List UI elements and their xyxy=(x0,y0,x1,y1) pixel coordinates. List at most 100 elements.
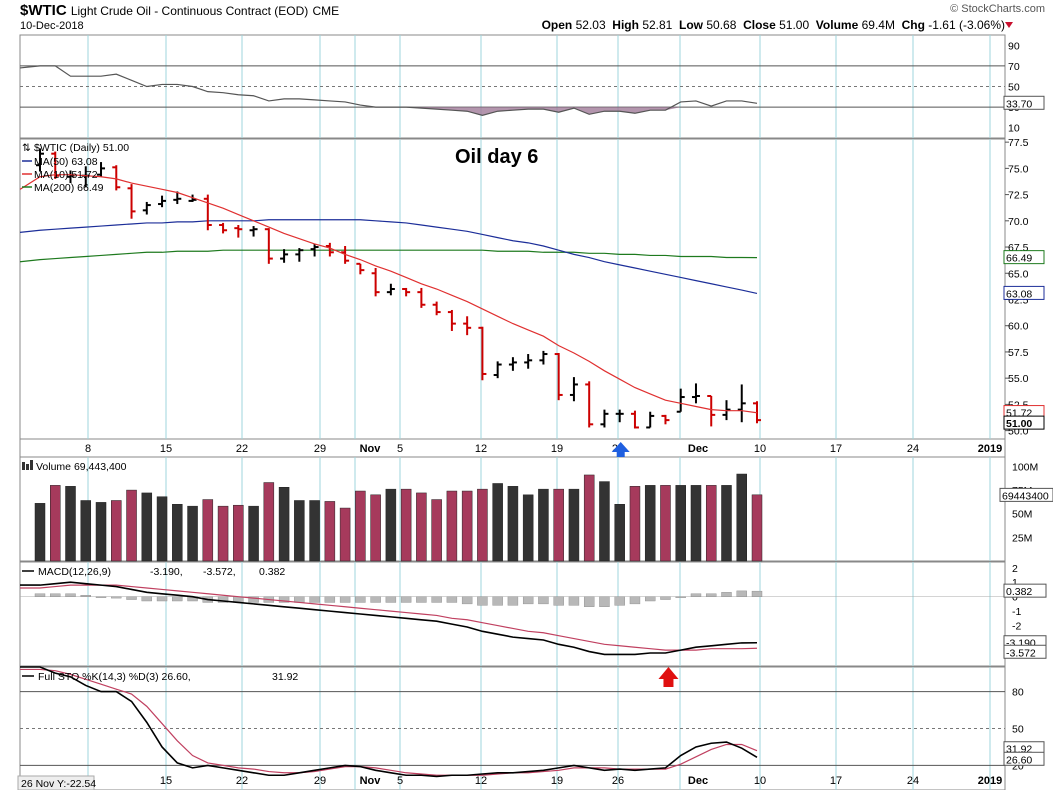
sto-k-line xyxy=(20,666,758,778)
volume-bar xyxy=(629,486,641,562)
volume-bar xyxy=(660,485,671,562)
x-tick-label-bottom: 26 xyxy=(612,775,624,787)
price-bar xyxy=(386,283,395,296)
macd-hist-bar xyxy=(156,596,168,602)
price-bar xyxy=(493,361,502,379)
price-bar xyxy=(600,409,609,428)
x-tick-label: 17 xyxy=(830,443,842,455)
macd-tick-label: -1 xyxy=(1012,606,1021,618)
volume-badge-box xyxy=(999,487,1053,502)
volume-bar xyxy=(568,488,580,562)
macd-line xyxy=(20,581,758,656)
chart-header: $WTIC Light Crude Oil - Continuous Contr… xyxy=(0,0,1053,34)
volume-bar xyxy=(126,489,137,562)
price-bar xyxy=(432,301,441,316)
rsi-panel: 103050709033.70 xyxy=(19,40,1045,135)
price-bar xyxy=(630,410,639,429)
stockcharts-logo[interactable]: © StockCharts.com xyxy=(950,3,1045,15)
price-badge: 66.49 xyxy=(1006,253,1032,265)
x-tick-label: Dec xyxy=(688,443,708,455)
price-bar xyxy=(158,195,167,208)
price-badge-box xyxy=(1003,250,1045,265)
macd-hist-bar xyxy=(461,596,473,605)
volume-bar xyxy=(172,504,183,562)
macd-hist-bar xyxy=(446,596,458,603)
x-tick-label: 12 xyxy=(475,443,487,455)
volume-icon-2 xyxy=(26,464,29,470)
macd-hist-bar xyxy=(614,596,625,606)
price-bar xyxy=(112,165,121,191)
volume-bar xyxy=(599,481,610,562)
volume-bar xyxy=(248,505,259,562)
macd-value: -3.190, xyxy=(150,566,183,578)
volume-bar xyxy=(263,482,275,562)
volume-bar xyxy=(583,474,595,562)
macd-hist-bar xyxy=(538,596,549,605)
x-tick-label: 19 xyxy=(551,443,563,455)
blue-up-arrow-icon xyxy=(611,442,630,457)
macd-hist-bar xyxy=(126,596,137,600)
volume-bar xyxy=(431,499,442,562)
panel-frame-macd xyxy=(19,561,1006,667)
macd-signal-value: -3.572, xyxy=(203,566,236,578)
x-tick-label-bottom: 19 xyxy=(551,775,563,787)
volume-bar xyxy=(721,485,732,562)
price-panel: 50.052.555.057.560.062.565.067.570.072.5… xyxy=(19,137,1045,438)
price-bars-icon: ⇅ xyxy=(22,142,31,154)
ohlc-stats: Open 52.03 High 52.81 Low 50.68 Close 51… xyxy=(541,18,1005,32)
chart-svg[interactable]: 103050709033.70 50.052.555.057.560.062.5… xyxy=(0,34,1053,790)
price-bar xyxy=(615,409,624,423)
price-bar xyxy=(524,354,533,369)
volume-bar xyxy=(294,500,305,562)
price-bar xyxy=(280,249,289,263)
rsi-badge: 33.70 xyxy=(1006,98,1032,110)
price-bar xyxy=(66,170,75,184)
macd-tick-label: 2 xyxy=(1012,563,1018,575)
status-box xyxy=(17,775,95,790)
macd-hist-bar xyxy=(751,590,763,597)
price-bar xyxy=(707,394,716,427)
x-tick-label: 15 xyxy=(160,443,172,455)
price-badge-box xyxy=(1003,415,1045,430)
volume-bar xyxy=(400,488,412,562)
price-bar xyxy=(371,268,380,297)
sto-badge-box xyxy=(1003,751,1045,766)
volume-panel-label: Volume 69,443,400 xyxy=(36,461,127,473)
chart-date: 10-Dec-2018 xyxy=(20,20,84,32)
x-tick-label-bottom: Nov xyxy=(360,775,382,787)
volume-bar xyxy=(705,485,717,562)
price-bar xyxy=(203,194,212,231)
volume-tick-label: 50M xyxy=(1012,509,1032,521)
volume-bar xyxy=(553,488,564,562)
macd-hist-bar xyxy=(522,596,534,605)
volume-bar xyxy=(278,487,290,562)
price-tick-label: 70.0 xyxy=(1008,216,1029,228)
volume-bar xyxy=(538,488,549,562)
price-bar xyxy=(463,316,472,336)
x-tick-label: 8 xyxy=(85,443,91,455)
volume-bar xyxy=(156,496,168,562)
price-bar xyxy=(676,388,685,413)
ma10-line xyxy=(19,174,758,414)
volume-icon xyxy=(22,462,25,470)
volume-bar xyxy=(339,507,351,562)
x-tick-label-bottom: 22 xyxy=(236,775,248,787)
macd-hist-bar xyxy=(507,596,519,606)
macd-hist-bar xyxy=(431,596,442,603)
down-change-icon xyxy=(1005,22,1013,28)
volume-bar xyxy=(217,505,229,562)
price-bar xyxy=(585,381,594,428)
macd-hist-bar xyxy=(217,596,229,603)
price-bar xyxy=(356,262,365,275)
macd-hist-value: 0.382 xyxy=(259,566,285,578)
x-tick-label: 10 xyxy=(754,443,766,455)
price-bar xyxy=(325,242,334,257)
macd-signal-line xyxy=(20,584,758,651)
macd-hist-bar xyxy=(645,596,656,602)
annotation-text: Oil day 6 xyxy=(455,146,538,168)
x-tick-label-bottom: 10 xyxy=(754,775,766,787)
price-tick-label: 55.0 xyxy=(1008,373,1029,385)
ma50-line xyxy=(19,219,758,294)
volume-bar xyxy=(507,486,519,562)
